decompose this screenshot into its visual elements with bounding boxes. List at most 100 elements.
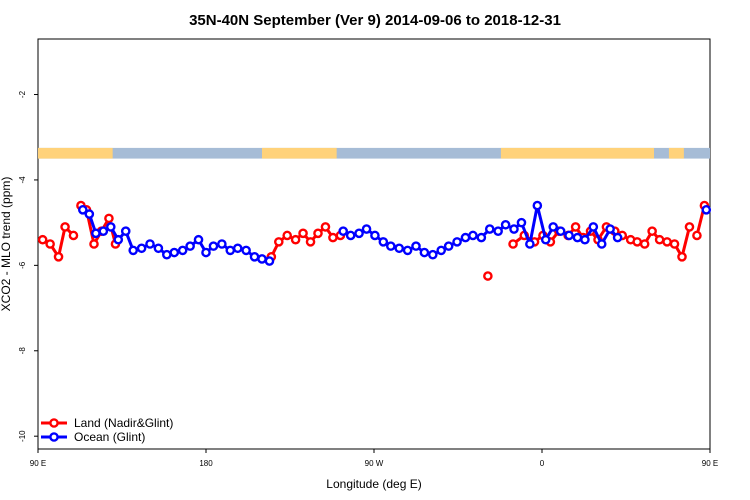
series-1-point-1-22	[516, 217, 527, 228]
x-axis: 90 E 180 90 W 0 90 E	[30, 449, 718, 468]
series-1-point-1-34	[612, 232, 623, 243]
series-0-point-0-1	[45, 239, 55, 249]
series-0-point-1-4	[104, 213, 114, 224]
series-0-point-2-8	[328, 232, 338, 243]
series-1-point-1-29	[572, 232, 583, 243]
series-1-point-1-10	[419, 247, 430, 258]
series-1-point-1-24	[532, 200, 543, 211]
series-0-point-3-0	[483, 271, 493, 281]
series-1-point-0-1	[84, 209, 95, 219]
series-1-point-0-9	[145, 239, 155, 249]
series-0-point-4-19	[662, 237, 672, 247]
y-axis-label: XCO2 - MLO trend (ppm)	[0, 177, 13, 312]
series-1-point-1-18	[484, 224, 495, 234]
series-0	[37, 200, 710, 281]
series-0-point-0-4	[68, 230, 79, 241]
x-tick-label-3: 0	[540, 459, 545, 468]
series-1-point-1-9	[411, 241, 421, 251]
series-1-point-0-17	[208, 241, 219, 251]
series-1-point-0-19	[225, 245, 236, 256]
series-layer	[37, 200, 712, 281]
legend-swatch-land-marker	[49, 418, 59, 428]
plot-frame	[37, 38, 711, 450]
series-0-line-2	[269, 225, 341, 258]
series-1-point-1-2	[354, 228, 364, 239]
series-1-point-1-8	[402, 245, 413, 256]
series-1-point-2-0	[701, 205, 712, 215]
series-1-point-0-18	[217, 239, 227, 249]
series-1-point-0-0	[78, 205, 88, 215]
series-1-point-1-33	[605, 224, 615, 234]
land-band-1	[262, 147, 337, 159]
x-tick-label-2: 90 W	[365, 459, 384, 468]
series-1-point-0-6	[120, 226, 131, 236]
land-band-0	[38, 147, 113, 159]
x-tick-label-4: 90 E	[702, 459, 718, 468]
series-1-point-0-15	[193, 234, 204, 245]
series-0-point-4-15	[632, 237, 643, 247]
series-0-point-2-5	[305, 237, 316, 247]
series-0-point-2-6	[313, 228, 323, 239]
series-1-point-0-11	[161, 249, 172, 260]
series-1-point-0-12	[169, 247, 180, 258]
legend-label-ocean: Ocean (Glint)	[74, 430, 145, 444]
series-1-point-1-31	[588, 222, 599, 232]
y-tick-label-1: -4	[18, 176, 27, 184]
series-1-point-1-25	[540, 234, 551, 245]
legend-swatch-ocean-marker	[49, 432, 59, 442]
legend: Land (Nadir&Glint) Ocean (Glint)	[41, 416, 173, 444]
series-1-point-1-0	[338, 226, 349, 236]
series-1-point-1-17	[476, 232, 487, 243]
x-axis-label: Longitude (deg E)	[326, 477, 421, 491]
series-1-point-1-7	[394, 243, 405, 254]
y-tick-label-4: -10	[18, 430, 27, 442]
series-1-point-0-23	[257, 254, 267, 264]
series-1-point-1-23	[525, 239, 535, 249]
series-0-point-0-0	[37, 234, 48, 245]
series-0-point-2-7	[320, 222, 331, 232]
series-1-point-1-13	[443, 241, 454, 251]
series-1-point-0-4	[106, 222, 116, 232]
series-1-point-1-19	[493, 226, 503, 236]
series-1-point-0-2	[91, 228, 101, 239]
chart-title: 35N-40N September (Ver 9) 2014-09-06 to …	[189, 12, 561, 29]
series-1-point-1-5	[378, 237, 389, 247]
series-1-point-0-16	[201, 247, 211, 258]
series-1-point-0-22	[249, 252, 260, 262]
series-0-point-0-2	[53, 252, 64, 262]
ocean-band	[38, 147, 710, 159]
series-1-point-1-28	[564, 230, 574, 241]
y-tick-label-2: -6	[18, 261, 27, 269]
series-0-point-1-2	[89, 239, 99, 249]
series-1-point-1-14	[452, 237, 462, 247]
series-1-point-0-20	[232, 243, 243, 254]
series-1-point-0-7	[128, 245, 138, 256]
series-1-point-1-26	[548, 222, 559, 232]
series-1-point-1-32	[596, 239, 607, 249]
series-1-point-0-21	[241, 245, 251, 256]
series-1-point-0-8	[136, 243, 147, 254]
series-0-point-4-7	[570, 222, 581, 232]
x-tick-label-1: 180	[199, 459, 213, 468]
series-0-point-4-0	[508, 239, 518, 249]
series-0-point-4-17	[647, 226, 657, 236]
series-0-point-0-3	[60, 222, 70, 232]
series-1-point-1-3	[361, 224, 372, 234]
x-tick-label-0: 90 E	[30, 459, 46, 468]
series-1-point-0-5	[113, 234, 124, 245]
series-1-point-1-12	[436, 245, 447, 256]
series-1-point-1-20	[500, 219, 511, 230]
series-1-point-1-21	[509, 224, 519, 234]
land-band-2	[500, 147, 654, 159]
series-1-point-0-13	[177, 245, 188, 256]
series-0-point-4-18	[654, 234, 665, 245]
series-0-point-4-22	[684, 222, 695, 232]
land-band-3	[668, 147, 684, 159]
series-1	[78, 200, 712, 266]
series-0-point-2-3	[290, 234, 301, 245]
series-0-point-2-1	[273, 237, 284, 247]
series-0-point-4-20	[669, 239, 680, 249]
series-0-point-4-21	[677, 252, 687, 262]
series-1-point-1-30	[580, 234, 590, 245]
